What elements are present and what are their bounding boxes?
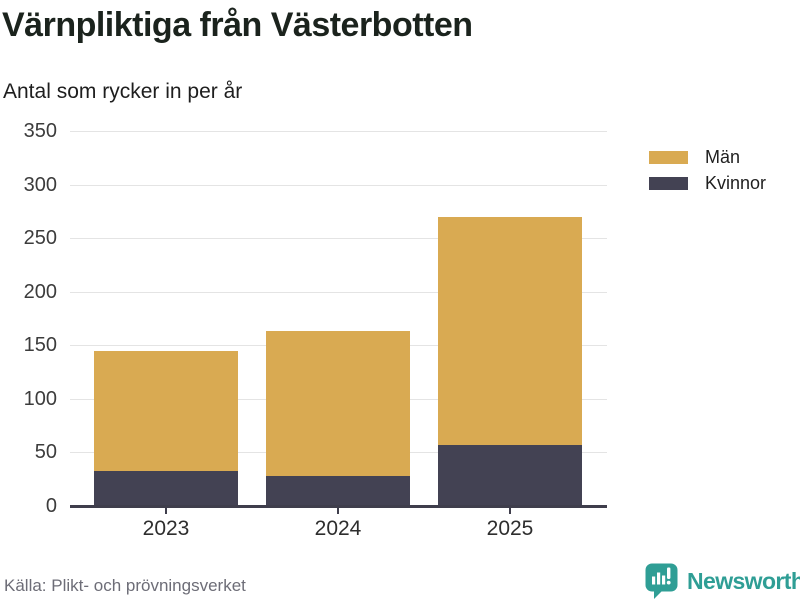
y-tick-label-50: 50 [34,441,57,464]
x-tick-2024 [337,508,339,514]
legend-label: Kvinnor [705,173,767,193]
y-tick-label-100: 100 [23,387,57,410]
legend-swatch [649,177,688,190]
gridline-250 [70,238,607,240]
gridline-300 [70,184,607,186]
x-tick-2025 [509,508,511,514]
bar-2025-kvinnor [438,444,582,506]
page-title: Värnpliktiga från Västerbotten [2,6,473,44]
bar-2024-man [266,331,410,476]
legend-item-kvinnor: Kvinnor [649,173,767,193]
legend: Män Kvinnor [649,147,767,201]
newsworthy-logo[interactable]: Newsworthy [645,563,800,599]
y-tick-label-250: 250 [23,227,57,250]
y-tick-label-200: 200 [23,280,57,303]
legend-label: Män [705,147,741,167]
y-tick-label-150: 150 [23,334,57,357]
newsworthy-logo-icon [645,563,678,599]
chart-subtitle: Antal som rycker in per år [3,80,243,103]
gridline-200 [70,291,607,293]
plot-area: 2023 2024 2025 [70,131,607,540]
newsworthy-wordmark: Newsworthy [687,568,800,594]
bar-2024-kvinnor [266,476,410,506]
x-tick-2023 [165,508,167,514]
y-tick-label-350: 350 [23,120,57,142]
y-tick-label-300: 300 [23,173,57,196]
x-tick-label-2023: 2023 [142,517,190,540]
bar-2023-man [94,350,238,471]
source-caption: Källa: Plikt- och prövningsverket [4,576,246,595]
bar-2025-man [438,216,582,445]
legend-swatch [649,151,688,164]
bar-2023-kvinnor [94,470,238,506]
legend-item-män: Män [649,147,766,167]
x-tick-label-2024: 2024 [314,517,362,540]
x-axis-line [70,505,607,508]
gridline-350 [70,131,607,132]
y-tick-label-0: 0 [45,495,57,517]
x-tick-label-2025: 2025 [486,517,534,540]
